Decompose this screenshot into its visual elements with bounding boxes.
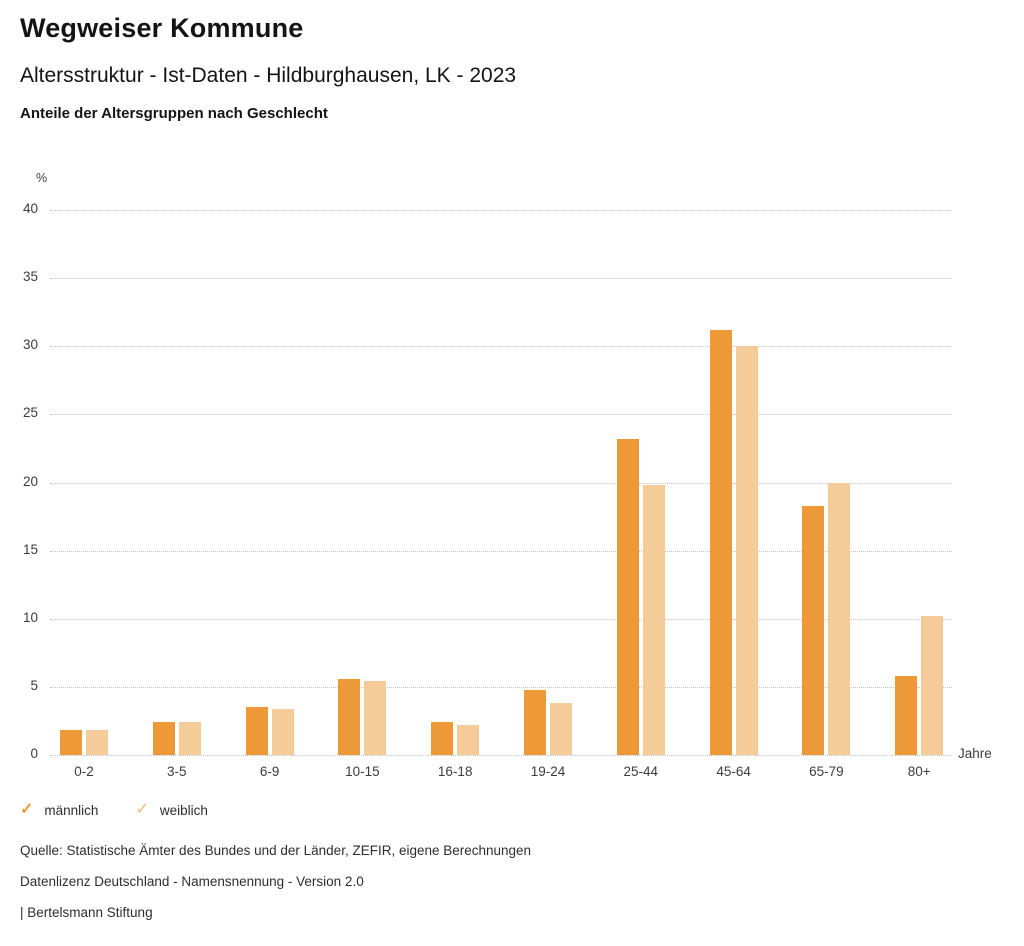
bar-10-15-weiblich[interactable]: [364, 681, 387, 755]
chart-subtitle: Anteile der Altersgruppen nach Geschlech…: [20, 105, 328, 122]
bar-6-9-männlich[interactable]: [245, 707, 268, 755]
legend-label: weiblich: [159, 802, 208, 818]
x-tick-label-65-79: 65-79: [809, 764, 844, 779]
bar-65-79-männlich[interactable]: [802, 505, 825, 755]
y-tick-label-20: 20: [22, 473, 38, 489]
y-tick-label-30: 30: [22, 337, 38, 353]
x-tick-label-25-44: 25-44: [623, 764, 659, 779]
bar-0-2-männlich[interactable]: [60, 730, 82, 755]
check-icon: ✓: [135, 801, 149, 818]
y-tick-label-10: 10: [22, 609, 38, 625]
bar-19-24-weiblich[interactable]: [550, 703, 572, 755]
x-tick-label-10-15: 10-15: [345, 764, 380, 779]
bar-65-79-weiblich[interactable]: [828, 482, 851, 755]
brand-title: Wegweiser Kommune: [20, 13, 304, 43]
bar-10-15-männlich[interactable]: [338, 678, 361, 755]
y-tick-label-25: 25: [22, 405, 38, 421]
check-icon: ✓: [20, 801, 34, 818]
bar-3-5-männlich[interactable]: [152, 722, 175, 755]
legend-item-männlich[interactable]: ✓ männlich: [20, 802, 98, 818]
x-tick-label-6-9: 6-9: [259, 764, 280, 779]
y-tick-label-0: 0: [30, 746, 38, 761]
y-axis-unit-label: %: [36, 171, 48, 185]
bar-19-24-männlich[interactable]: [524, 689, 546, 755]
gridline-15: [50, 550, 952, 552]
bar-6-9-weiblich[interactable]: [271, 708, 294, 755]
bar-80+-männlich[interactable]: [895, 675, 918, 755]
x-tick-label-0-2: 0-2: [74, 764, 94, 779]
bar-16-18-männlich[interactable]: [431, 722, 454, 755]
legend-label: männlich: [44, 802, 99, 818]
gridline-30: [50, 346, 952, 348]
gridline-10: [50, 618, 952, 620]
gridline-5: [50, 686, 952, 688]
bar-25-44-weiblich[interactable]: [642, 485, 665, 755]
x-tick-label-16-18: 16-18: [437, 764, 473, 779]
gridline-35: [50, 278, 952, 280]
x-axis-unit-label: Jahre: [958, 746, 992, 761]
y-tick-label-5: 5: [30, 677, 38, 693]
attribution-text: | Bertelsmann Stiftung: [20, 905, 153, 920]
x-tick-label-3-5: 3-5: [167, 764, 187, 779]
bar-25-44-männlich[interactable]: [616, 438, 639, 755]
bar-0-2-weiblich[interactable]: [86, 730, 108, 755]
gridline-20: [50, 482, 952, 484]
y-tick-label-40: 40: [22, 201, 38, 216]
gridline-40: [50, 210, 952, 211]
bar-45-64-männlich[interactable]: [709, 329, 732, 755]
x-tick-label-45-64: 45-64: [716, 764, 751, 779]
x-tick-label-80+: 80+: [907, 764, 931, 779]
bar-16-18-weiblich[interactable]: [457, 725, 480, 755]
source-text: Quelle: Statistische Ämter des Bundes un…: [20, 843, 532, 858]
gridline-0: [50, 755, 952, 756]
y-tick-label-15: 15: [22, 541, 38, 557]
y-tick-label-35: 35: [22, 269, 38, 285]
legend: ✓ männlich ✓ weiblich: [20, 802, 208, 818]
license-text: Datenlizenz Deutschland - Namensnennung …: [20, 874, 364, 889]
bar-80+-weiblich[interactable]: [921, 616, 944, 755]
chart-title: Altersstruktur - Ist-Daten - Hildburghau…: [20, 64, 517, 87]
bar-45-64-weiblich[interactable]: [735, 346, 758, 755]
x-tick-label-19-24: 19-24: [530, 764, 566, 779]
gridline-25: [50, 414, 952, 416]
legend-item-weiblich[interactable]: ✓ weiblich: [135, 802, 207, 818]
bar-3-5-weiblich[interactable]: [178, 722, 201, 755]
